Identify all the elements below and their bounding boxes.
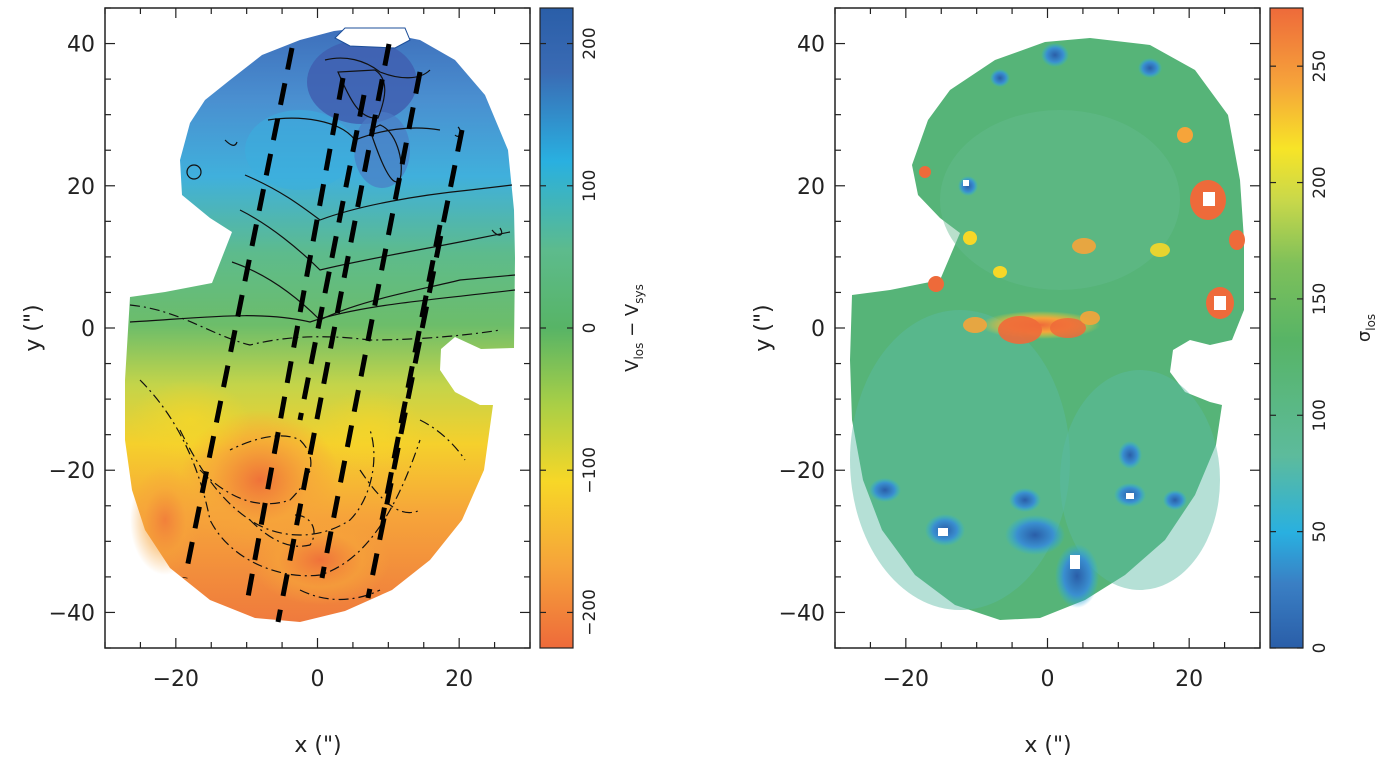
velocity-y-tick-label: 40 [67,33,95,58]
dispersion-colorbar-ticks: 0 50 100 150 200 250 [1270,50,1330,653]
dispersion-axis-ticks: −20 0 20 −40 −20 0 20 40 [779,7,1261,692]
slit-line-2 [243,77,346,609]
dispersion-y-tick-label: −20 [779,459,825,484]
dispersion-y-axis-title: y (") [751,304,776,351]
dispersion-colorbar-label-main: σ [1354,331,1375,342]
dispersion-y-tick-label: 40 [797,33,825,58]
negative-contours [129,304,501,600]
velocity-colorbar-tick-label: 200 [580,27,600,59]
velocity-x-tick-label: 20 [445,667,473,692]
masked-region [334,27,411,49]
velocity-y-tick-label: 20 [67,175,95,200]
velocity-y-tick-label: −40 [49,601,95,626]
dispersion-x-axis-title: x (") [1024,733,1071,758]
velocity-axis-ticks: −20 0 20 −40 −20 0 20 40 [49,7,531,692]
velocity-y-axis-title: y (") [21,304,46,351]
dispersion-colorbar-tick-label: 100 [1310,399,1330,431]
dispersion-x-tick-label: −20 [883,667,929,692]
slit-line-6 [379,224,443,521]
dispersion-colorbar-tick-label: 50 [1310,521,1330,543]
slit-line-4 [319,71,423,579]
velocity-colorbar-title: Vlos − Vsys [622,284,646,372]
slit-line-3 [275,43,392,623]
velocity-colorbar-tick-label: 100 [580,170,600,202]
dispersion-colorbar-title: σlos [1354,314,1378,342]
velocity-colorbar-ticks: −200 −100 0 100 200 [540,27,600,636]
velocity-colorbar-tick-label: 0 [580,323,600,334]
slit-line-1 [182,47,295,579]
velocity-colorbar-label-sub1: los [632,343,646,360]
velocity-colorbar-label-sub2: sys [632,284,646,304]
velocity-y-tick-label: −20 [49,459,95,484]
slit-line-7 [297,94,367,421]
dispersion-colorbar [1269,7,1304,649]
dispersion-colorbar-label-sub: los [1364,314,1378,331]
velocity-y-tick-label: 0 [81,317,95,342]
dispersion-masked-pixels [938,180,1226,569]
dispersion-colorbar-tick-label: 150 [1310,283,1330,315]
dispersion-colorbar-tick-label: 200 [1310,166,1330,198]
velocity-colorbar-tick-label: −100 [580,447,600,494]
velocity-x-tick-label: 0 [311,667,325,692]
dispersion-colorbar-tick-label: 0 [1310,643,1330,654]
dispersion-texture [850,43,1245,610]
slit-positions [182,43,465,623]
dispersion-colorbar-tick-label: 250 [1310,50,1330,82]
velocity-colorbar-label-main: V [622,359,643,372]
dispersion-x-tick-label: 20 [1175,667,1203,692]
dispersion-y-tick-label: 0 [811,317,825,342]
dispersion-y-tick-label: −40 [779,601,825,626]
velocity-x-axis-title: x (") [294,733,341,758]
velocity-texture [130,40,425,605]
dispersion-y-tick-label: 20 [797,175,825,200]
velocity-colorbar-label-mid: − V [622,303,643,343]
velocity-colorbar-tick-label: −200 [580,589,600,636]
velocity-x-tick-label: −20 [153,667,199,692]
dispersion-x-tick-label: 0 [1041,667,1055,692]
